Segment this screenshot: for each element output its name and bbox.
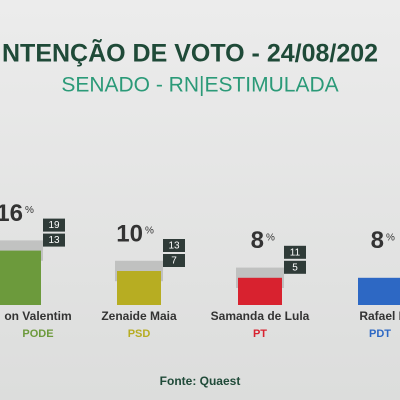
value-label: 8 [251, 227, 264, 254]
bar [238, 277, 282, 305]
source: Fonte: Quaest [160, 374, 241, 388]
interval-label: 7 [171, 256, 177, 267]
interval-box [284, 245, 306, 259]
interval-box [43, 233, 65, 247]
interval-box [284, 260, 306, 274]
party-label: PDT [369, 328, 391, 340]
category-label: Zenaide Maia [101, 309, 177, 323]
category-label: on Valentim [4, 309, 71, 323]
interval-label: 5 [292, 262, 298, 273]
interval-label: 19 [48, 220, 60, 231]
interval-label: 13 [168, 241, 180, 252]
chart-title: NTENÇÃO DE VOTO - 24/08/202 [2, 38, 378, 68]
bar [0, 250, 41, 305]
interval-label: 11 [290, 247, 301, 258]
unit-label: % [145, 226, 154, 237]
bar [358, 277, 400, 305]
category-label: Samanda de Lula [211, 309, 310, 323]
value-label: 8 [371, 227, 384, 254]
party-label: PSD [128, 328, 151, 340]
bar [117, 271, 161, 305]
category-label: Rafael M [359, 309, 400, 323]
party-label: PT [253, 328, 267, 340]
interval-label: 13 [48, 235, 60, 246]
value-label: 16 [0, 200, 23, 227]
unit-label: % [386, 232, 395, 243]
party-label: PODE [22, 328, 53, 340]
interval-box [163, 254, 185, 267]
unit-label: % [266, 232, 275, 243]
unit-label: % [25, 205, 34, 216]
chart-subtitle: SENADO - RN|ESTIMULADA [61, 74, 338, 97]
interval-box [43, 218, 65, 232]
value-label: 10 [116, 220, 143, 247]
interval-box [163, 239, 185, 252]
